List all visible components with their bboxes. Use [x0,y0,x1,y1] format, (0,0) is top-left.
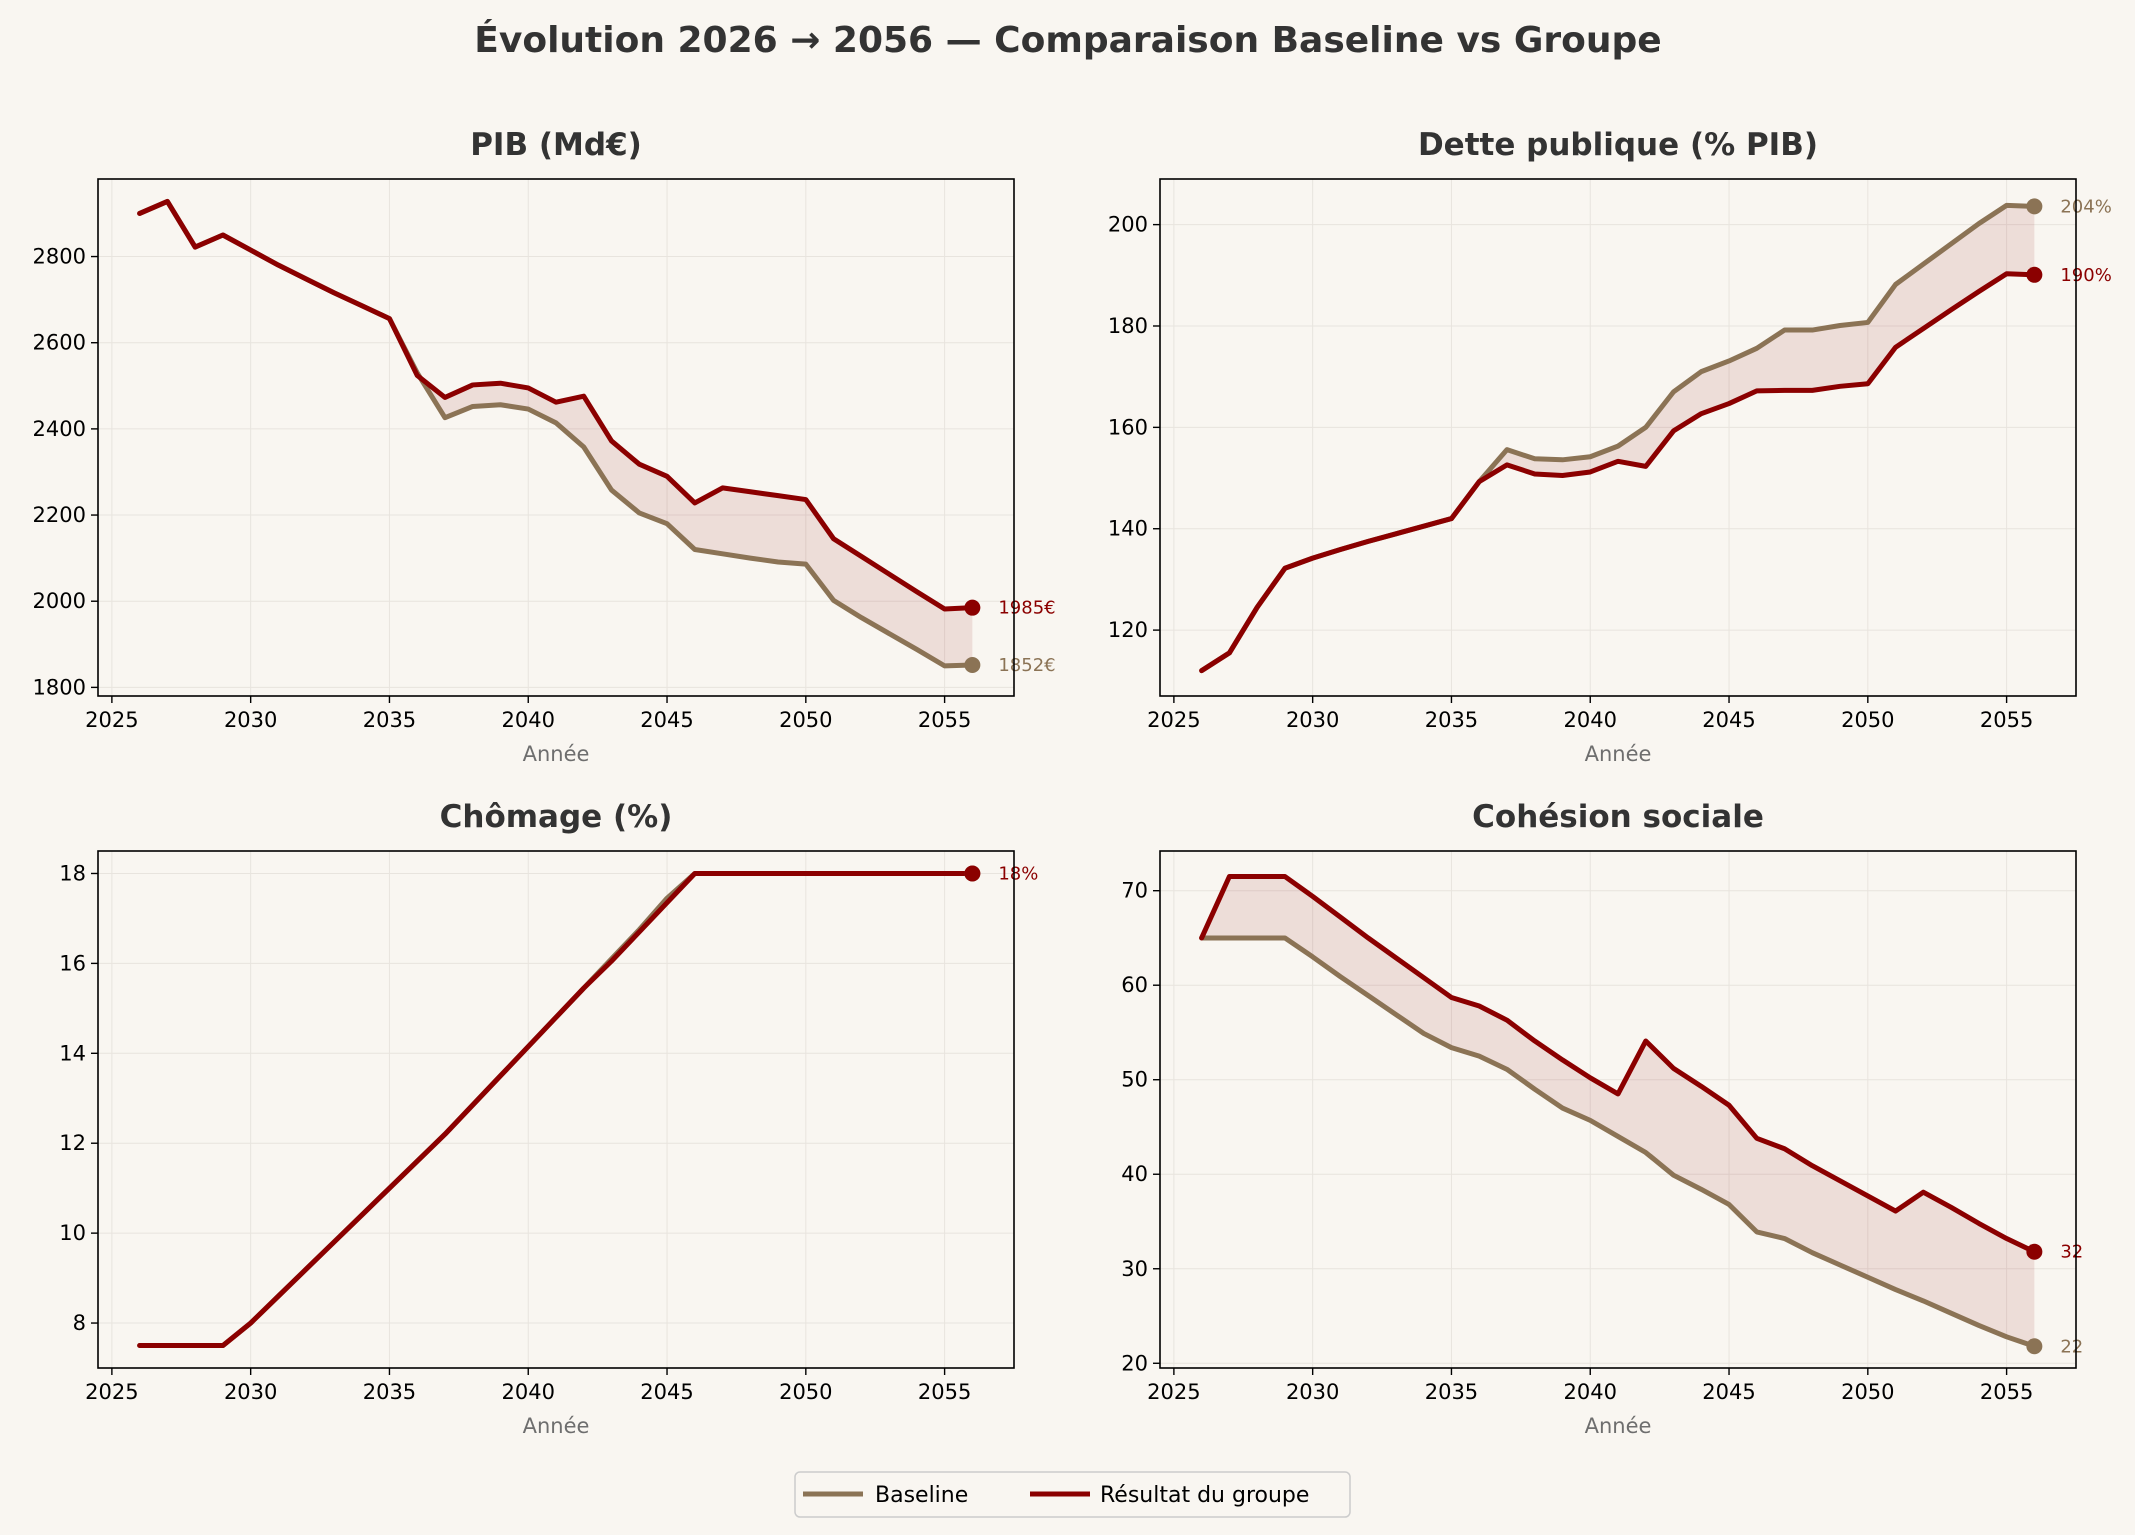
x-tick-label: 2030 [224,1380,277,1404]
x-tick-label: 2050 [1841,708,1894,732]
baseline-line [1199,935,2037,1349]
x-tick-label: 2055 [1980,708,2033,732]
y-tick-label: 8 [73,1311,86,1335]
y-tick-label: 50 [1121,1068,1148,1092]
legend-baseline-label: Baseline [875,1483,968,1508]
group-line [137,870,975,1349]
baseline-end-marker [2026,1338,2043,1355]
y-tick-label: 14 [59,1041,86,1065]
x-tick-label: 2045 [1702,708,1755,732]
chart-panel-2: Dette publique (% PIB) 204% 190% 2025 2030 20… [1108,127,2112,766]
y-tick-label: 12 [59,1131,86,1155]
y-tick-label: 10 [59,1221,86,1245]
x-tick-label: 2035 [1425,708,1478,732]
baseline-end-label: 1852€ [998,655,1055,676]
legend-group-label: Résultat du groupe [1100,1483,1309,1508]
plot-frame [1159,850,2077,1369]
panel-title: Cohésion sociale [1472,799,1764,835]
main-title: Évolution 2026 → 2056 — Comparaison Base… [474,19,1661,61]
x-tick-label: 2040 [1564,1380,1617,1404]
x-tick-label: 2050 [1841,1380,1894,1404]
panel-title: Dette publique (% PIB) [1418,127,1818,163]
x-axis-label: Année [523,1414,590,1438]
x-tick-label: 2055 [1980,1380,2033,1404]
y-tick-label: 120 [1108,618,1148,642]
plot-frame [97,850,1015,1369]
plot-frame [97,178,1015,697]
x-tick-label: 2030 [224,708,277,732]
y-tick-label: 180 [1108,314,1148,338]
chart-panel-1: PIB (Md€) 1852€ 1985€ 2025 2030 2035 2040 2045 2… [33,127,1056,766]
y-tick-label: 160 [1108,415,1148,439]
y-tick-label: 40 [1121,1162,1148,1186]
x-tick-label: 2045 [640,708,693,732]
group-end-label: 1985€ [998,598,1055,619]
group-end-marker [2026,266,2043,283]
x-tick-label: 2055 [918,708,971,732]
chart-panel-3: Chômage (%) 18% 2025 2030 2035 2040 2045 2050 20… [59,799,1038,1438]
x-tick-label: 2050 [779,1380,832,1404]
x-tick-label: 2035 [363,708,416,732]
y-tick-label: 2000 [33,589,86,613]
y-tick-label: 1800 [33,675,86,699]
x-tick-label: 2035 [1425,1380,1478,1404]
x-tick-label: 2040 [502,1380,555,1404]
y-tick-label: 20 [1121,1351,1148,1375]
panel-title: Chômage (%) [440,799,673,835]
baseline-end-marker [2026,198,2043,215]
baseline-end-label: 22 [2060,1336,2083,1357]
x-tick-label: 2045 [1702,1380,1755,1404]
x-tick-label: 2040 [502,708,555,732]
group-end-label: 18% [998,863,1038,884]
x-tick-label: 2025 [85,1380,138,1404]
group-line [1199,271,2037,674]
group-line [1199,874,2037,1255]
x-tick-label: 2050 [779,708,832,732]
x-tick-label: 2045 [640,1380,693,1404]
group-end-marker [964,599,981,616]
baseline-end-label: 204% [2060,196,2111,217]
y-tick-label: 2600 [33,331,86,355]
x-tick-label: 2025 [85,708,138,732]
x-tick-label: 2030 [1286,708,1339,732]
difference-area [139,201,973,666]
y-tick-label: 2400 [33,417,86,441]
y-tick-label: 2200 [33,503,86,527]
difference-area [1201,205,2035,671]
y-tick-label: 2800 [33,245,86,269]
y-tick-label: 60 [1121,973,1148,997]
y-tick-label: 70 [1121,879,1148,903]
x-axis-label: Année [523,742,590,766]
plot-area [98,851,1014,1368]
y-tick-label: 200 [1108,213,1148,237]
x-tick-label: 2040 [1564,708,1617,732]
baseline-end-marker [964,656,981,673]
group-end-label: 190% [2060,265,2111,286]
group-end-marker [964,865,981,882]
y-tick-label: 18 [59,861,86,885]
x-axis-label: Année [1585,742,1652,766]
panel-title: PIB (Md€) [470,127,642,163]
difference-area [1201,876,2035,1347]
x-tick-label: 2030 [1286,1380,1339,1404]
y-tick-label: 16 [59,951,86,975]
x-tick-label: 2055 [918,1380,971,1404]
x-tick-label: 2025 [1147,1380,1200,1404]
y-tick-label: 30 [1121,1257,1148,1281]
legend: Baseline Résultat du groupe [794,1471,1351,1518]
y-tick-label: 140 [1108,517,1148,541]
plot-frame [1159,178,2077,697]
group-end-marker [2026,1243,2043,1260]
group-end-label: 32 [2060,1242,2083,1263]
x-axis-label: Année [1585,1414,1652,1438]
x-tick-label: 2035 [363,1380,416,1404]
x-tick-label: 2025 [1147,708,1200,732]
group-line [137,198,975,612]
